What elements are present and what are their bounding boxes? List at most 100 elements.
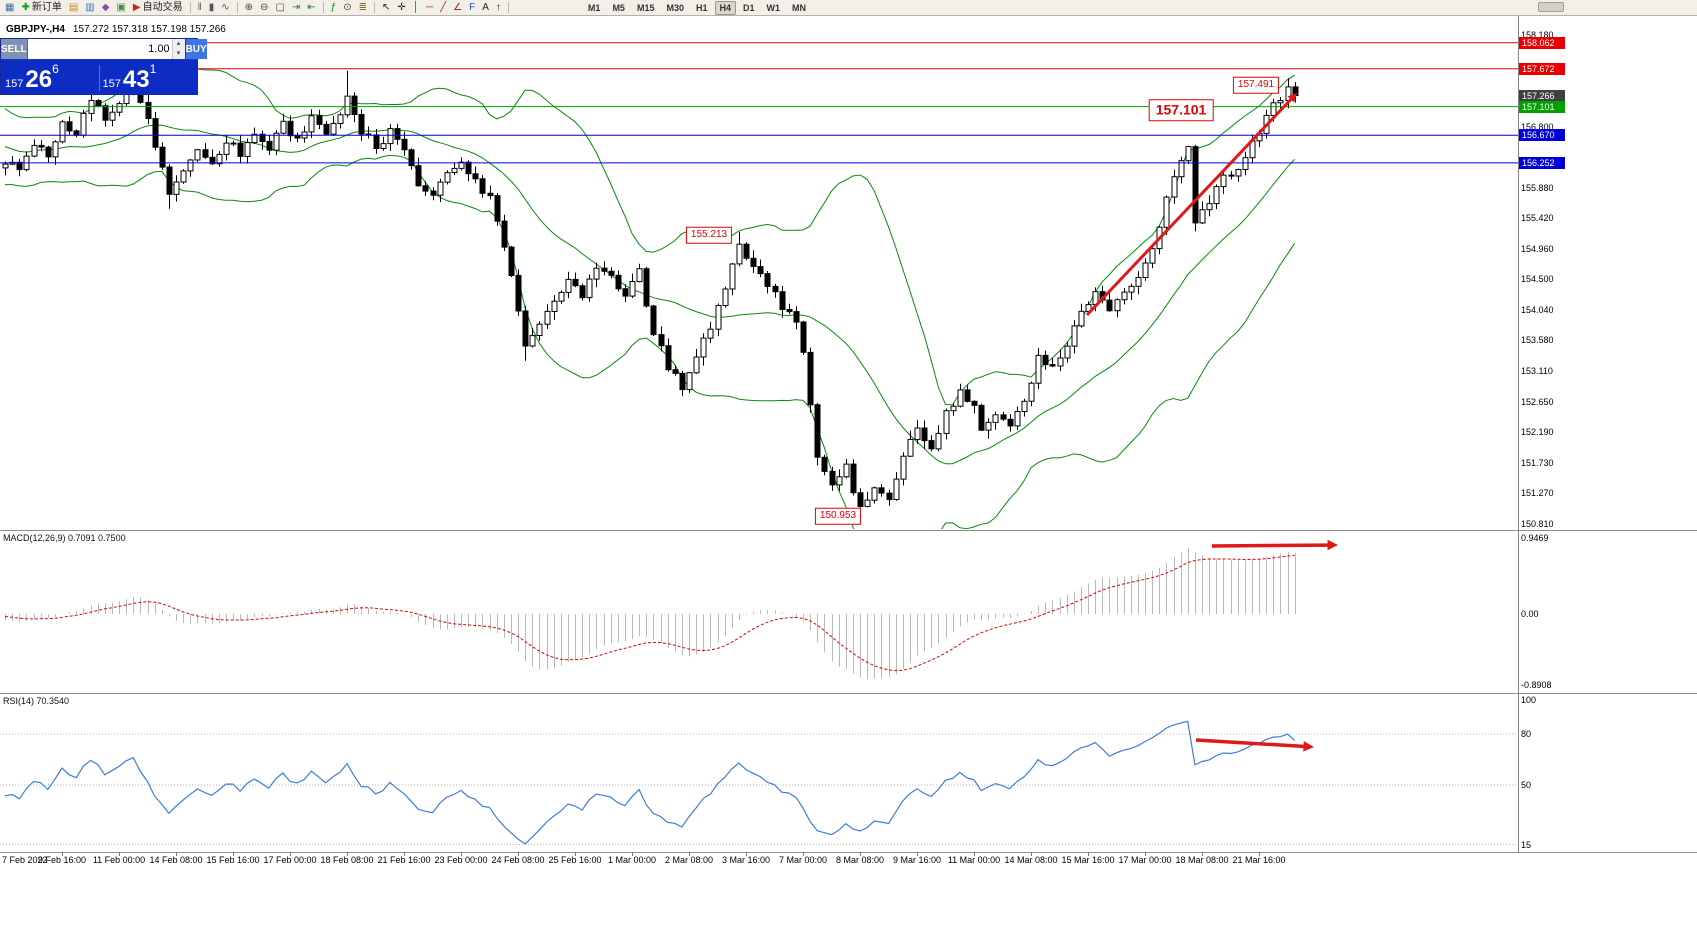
volume-up-button[interactable]: ▴ xyxy=(172,39,185,49)
cursor-tool-button[interactable]: ↖ xyxy=(379,1,393,15)
new-chart-icon: ▦ xyxy=(5,1,15,13)
arrow-tool-icon: ↑ xyxy=(495,1,501,13)
indicators-icon: ƒ xyxy=(330,1,337,13)
arrow-tool-button[interactable]: ↑ xyxy=(493,1,504,15)
chart-candles-button[interactable]: ▮ xyxy=(206,1,218,15)
navigator-button[interactable]: ◆ xyxy=(99,1,113,15)
bid-pips: 26 xyxy=(25,66,53,93)
zoom-in-icon: ⊕ xyxy=(244,1,254,13)
bid-head: 157 xyxy=(5,78,24,90)
timeframe-mn[interactable]: MN xyxy=(792,2,807,13)
trade-panel-controls: SELL ▴ ▾ BUY xyxy=(1,39,207,60)
symbol-period-text: GBPJPY-,H4 xyxy=(6,24,65,35)
timeframe-m30[interactable]: M30 xyxy=(666,2,684,13)
timeframe-switcher: M1 M5 M15 M30 H1 H4 D1 W1 MN xyxy=(583,0,811,15)
chart-symbol-label: GBPJPY-,H4 157.272 157.318 157.198 157.26… xyxy=(6,24,226,35)
ask-pips: 43 xyxy=(122,66,150,93)
vertical-line-tool-icon: │ xyxy=(412,1,420,13)
chart-shift-button[interactable]: ⇤ xyxy=(304,1,318,15)
new-order-icon: ✚ xyxy=(21,1,30,13)
market-watch-button[interactable]: ▤ xyxy=(66,1,81,15)
macd-arrow[interactable] xyxy=(1211,539,1338,551)
navigator-icon: ◆ xyxy=(101,1,110,13)
toolbar-separator xyxy=(189,2,191,13)
indicators-button[interactable]: ƒ xyxy=(328,1,340,15)
vertical-line-tool-button[interactable]: │ xyxy=(410,1,422,15)
timeframe-m1[interactable]: M1 xyxy=(587,2,601,13)
one-click-trading-panel: SELL ▴ ▾ BUY 157 26 6 157 43 1 xyxy=(0,38,207,95)
text-tool-icon: A xyxy=(482,1,489,13)
bid-ask-divider xyxy=(98,64,100,91)
periods-button[interactable]: ⊙ xyxy=(340,1,354,15)
bollinger-bands xyxy=(4,68,1296,529)
sell-button[interactable]: SELL xyxy=(1,39,27,59)
trendline-tool-button[interactable]: ╱ xyxy=(437,1,449,15)
timeframe-d1[interactable]: D1 xyxy=(743,2,755,13)
bid-price[interactable]: 157 26 6 xyxy=(5,61,96,94)
ohlc-text: 157.272 157.318 157.198 157.266 xyxy=(72,24,226,35)
chart-line-icon: ∿ xyxy=(221,1,230,13)
templates-button[interactable]: ≣ xyxy=(356,1,370,15)
text-tool-button[interactable]: A xyxy=(479,1,492,15)
tile-windows-button[interactable]: ▢ xyxy=(272,1,287,15)
crosshair-tool-icon: ✛ xyxy=(397,1,406,13)
volume-input[interactable] xyxy=(27,39,172,59)
timeframe-w1[interactable]: W1 xyxy=(766,2,781,13)
templates-icon: ≣ xyxy=(358,1,368,13)
autotrading-button[interactable]: ▶ 自动交易 xyxy=(130,1,186,15)
auto-scroll-icon: ⇥ xyxy=(291,1,301,13)
timeframe-m5[interactable]: M5 xyxy=(612,2,625,13)
channel-tool-icon: ∠ xyxy=(453,1,463,13)
terminal-button[interactable]: ▣ xyxy=(113,1,128,15)
chart-candles-icon: ▮ xyxy=(208,1,215,13)
autotrading-label: 自动交易 xyxy=(142,1,183,13)
toolbar-separator xyxy=(236,2,238,13)
ask-price[interactable]: 157 43 1 xyxy=(103,61,194,94)
rsi-arrow[interactable] xyxy=(1195,738,1314,752)
channel-tool-button[interactable]: ∠ xyxy=(450,1,465,15)
trend-arrow[interactable] xyxy=(1085,93,1297,317)
candles xyxy=(2,70,1299,515)
rsi-plot xyxy=(0,720,1518,845)
new-chart-button[interactable]: ▦ xyxy=(2,1,17,15)
zoom-out-button[interactable]: ⊖ xyxy=(257,1,271,15)
data-window-icon: ▥ xyxy=(85,1,95,13)
market-watch-icon: ▤ xyxy=(68,1,79,13)
trendline-tool-icon: ╱ xyxy=(440,1,447,13)
bid-point: 6 xyxy=(52,62,59,76)
zoom-out-icon: ⊖ xyxy=(260,1,269,13)
new-order-label: 新订单 xyxy=(31,1,62,13)
terminal-icon: ▣ xyxy=(116,1,126,13)
crosshair-tool-button[interactable]: ✛ xyxy=(394,1,408,15)
timeframe-h4[interactable]: H4 xyxy=(714,0,737,15)
timeframe-m15[interactable]: M15 xyxy=(636,2,655,13)
fibonacci-tool-button[interactable]: F xyxy=(466,1,478,15)
chart-bars-icon: ‖ xyxy=(197,1,202,13)
horizontal-line-tool-button[interactable]: ─ xyxy=(423,1,436,15)
ask-point: 1 xyxy=(149,62,157,76)
chart-line-button[interactable]: ∿ xyxy=(218,1,232,15)
volume-field: ▴ ▾ xyxy=(26,39,186,59)
auto-scroll-button[interactable]: ⇥ xyxy=(289,1,303,15)
autotrading-icon: ▶ xyxy=(132,1,141,13)
cursor-tool-icon: ↖ xyxy=(382,1,391,13)
ask-head: 157 xyxy=(102,78,121,90)
macd-plot xyxy=(4,547,1296,680)
buy-button[interactable]: BUY xyxy=(185,39,207,59)
data-window-button[interactable]: ▥ xyxy=(82,1,97,15)
chart-shift-icon: ⇤ xyxy=(307,1,316,13)
toolbar-separator xyxy=(507,2,509,13)
toolbar-separator xyxy=(374,2,376,13)
toolbar-separator xyxy=(322,2,324,13)
chart-bars-button[interactable]: ‖ xyxy=(195,1,205,15)
rsi-indicator-label: RSI(14) 70.3540 xyxy=(3,696,70,706)
volume-down-button[interactable]: ▾ xyxy=(172,49,185,59)
tile-windows-icon: ▢ xyxy=(275,1,285,13)
new-order-button[interactable]: ✚ 新订单 xyxy=(18,1,64,15)
periods-icon: ⊙ xyxy=(343,1,352,13)
timeframe-h1[interactable]: H1 xyxy=(695,2,708,13)
minimized-window-tab[interactable] xyxy=(1538,2,1564,12)
zoom-in-button[interactable]: ⊕ xyxy=(242,1,256,15)
